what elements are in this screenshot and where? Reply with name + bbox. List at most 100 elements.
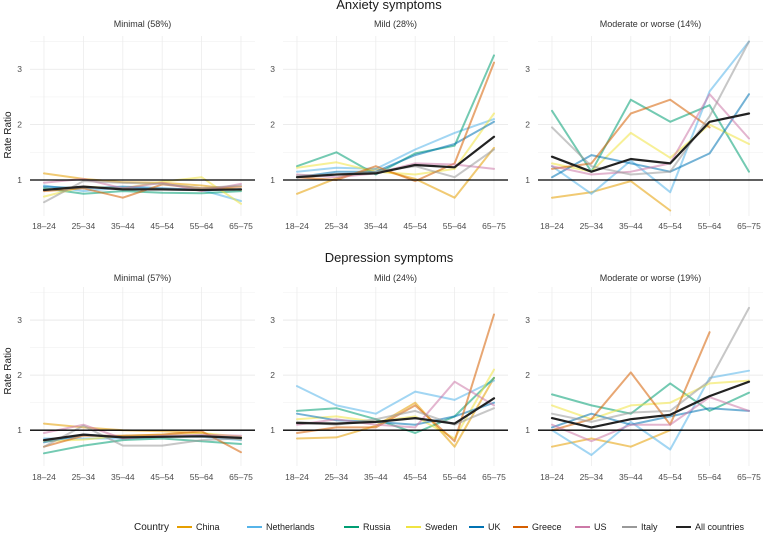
y-tick-label: 3 — [17, 64, 22, 74]
y-tick-label: 3 — [525, 315, 530, 325]
y-tick-label: 2 — [525, 370, 530, 380]
legend-label-china: China — [196, 522, 220, 532]
x-tick-label: 55–64 — [698, 221, 722, 231]
panel-anxiety-symptoms-2: Moderate or worse (14%) 18–24 25–34 35–44 45… — [525, 19, 763, 231]
series-line-us — [551, 396, 750, 443]
y-tick-label: 3 — [270, 64, 275, 74]
section-title: Anxiety symptoms — [336, 0, 442, 12]
series-line-greece — [551, 331, 711, 432]
y-axis-label-bottom: Rate Ratio — [3, 347, 14, 395]
legend-label-us: US — [594, 522, 607, 532]
panel-depression-symptoms-1: Mild (24%) 18–24 25–34 35–44 45–54 55–64 65–75… — [270, 273, 508, 482]
legend-label-greece: Greece — [532, 522, 562, 532]
series-line-italy — [551, 40, 750, 176]
x-tick-label: 45–54 — [150, 221, 174, 231]
x-tick-label: 65–75 — [737, 221, 761, 231]
legend-label-netherlands: Netherlands — [266, 522, 315, 532]
y-tick-label: 3 — [270, 315, 275, 325]
y-tick-label: 2 — [270, 370, 275, 380]
y-tick-label: 1 — [525, 175, 530, 185]
section-title: Depression symptoms — [325, 250, 454, 265]
x-tick-label: 18–24 — [285, 221, 309, 231]
panel-anxiety-symptoms-0: Minimal (58%) 18–24 25–34 35–44 45–54 55–64 65… — [17, 19, 255, 231]
legend: Country China Netherlands Russia Sweden UK Gr… — [134, 522, 745, 533]
series-line-russia — [43, 437, 242, 455]
panels-layer: Anxiety symptoms Minimal (58%) 18–24 25–34 3… — [17, 0, 763, 482]
facet-title: Mild (24%) — [374, 273, 417, 283]
x-tick-label: 55–64 — [190, 472, 214, 482]
y-tick-label: 2 — [525, 120, 530, 130]
legend-label-uk: UK — [488, 522, 501, 532]
x-tick-label: 65–75 — [229, 472, 253, 482]
series-line-netherlands — [551, 369, 750, 456]
y-tick-label: 1 — [270, 175, 275, 185]
x-tick-label: 25–34 — [72, 472, 96, 482]
x-tick-label: 18–24 — [32, 472, 56, 482]
facet-title: Moderate or worse (19%) — [600, 273, 702, 283]
series-line-russia — [551, 98, 750, 173]
facet-title: Moderate or worse (14%) — [600, 19, 702, 29]
x-tick-label: 25–34 — [580, 221, 604, 231]
facet-title: Mild (28%) — [374, 19, 417, 29]
facet-title: Minimal (58%) — [114, 19, 172, 29]
y-tick-label: 1 — [525, 425, 530, 435]
x-tick-label: 45–54 — [150, 472, 174, 482]
x-tick-label: 45–54 — [658, 472, 682, 482]
x-tick-label: 35–44 — [364, 221, 388, 231]
series-line-italy — [43, 424, 242, 448]
series-line-italy — [551, 306, 750, 423]
series-line-greece — [551, 98, 711, 170]
series-line-all-countries — [42, 433, 243, 442]
panel-depression-symptoms-0: Minimal (57%) 18–24 25–34 35–44 45–54 55–64 65… — [17, 273, 255, 482]
x-tick-label: 25–34 — [72, 221, 96, 231]
series-line-all-countries — [550, 112, 751, 173]
panel-anxiety-symptoms-1: Mild (28%) 18–24 25–34 35–44 45–54 55–64 65–75… — [270, 19, 508, 231]
x-tick-label: 65–75 — [737, 472, 761, 482]
x-tick-label: 55–64 — [190, 221, 214, 231]
series-line-uk — [296, 120, 495, 179]
x-tick-label: 45–54 — [403, 221, 427, 231]
legend-label-all-countries: All countries — [695, 522, 745, 532]
x-tick-label: 45–54 — [403, 472, 427, 482]
x-tick-label: 18–24 — [32, 221, 56, 231]
x-tick-label: 55–64 — [698, 472, 722, 482]
series-line-all-countries — [295, 135, 496, 179]
x-tick-label: 25–34 — [580, 472, 604, 482]
x-tick-label: 35–44 — [619, 472, 643, 482]
series-line-us — [551, 93, 750, 176]
x-tick-label: 65–75 — [482, 472, 506, 482]
x-tick-label: 55–64 — [443, 472, 467, 482]
x-tick-label: 65–75 — [482, 221, 506, 231]
series-line-china — [551, 180, 672, 212]
section-anxiety-symptoms: Anxiety symptoms Minimal (58%) 18–24 25–34 3… — [17, 0, 763, 231]
facet-title: Minimal (57%) — [114, 273, 172, 283]
x-tick-label: 65–75 — [229, 221, 253, 231]
x-tick-label: 18–24 — [540, 472, 564, 482]
y-tick-label: 2 — [270, 120, 275, 130]
y-tick-label: 3 — [525, 64, 530, 74]
series-line-uk — [551, 407, 750, 429]
y-tick-label: 1 — [17, 425, 22, 435]
legend-title: Country — [134, 522, 169, 533]
series-line-all-countries — [550, 380, 751, 429]
x-tick-label: 25–34 — [325, 221, 349, 231]
x-tick-label: 25–34 — [325, 472, 349, 482]
series-line-all-countries — [295, 397, 496, 425]
legend-label-sweden: Sweden — [425, 522, 458, 532]
series-line-italy — [43, 180, 242, 204]
x-tick-label: 55–64 — [443, 221, 467, 231]
y-axis-label-top: Rate Ratio — [3, 111, 14, 159]
series-line-all-countries — [42, 185, 243, 192]
y-tick-label: 3 — [17, 315, 22, 325]
legend-items: China Netherlands Russia Sweden UK Greece US It… — [177, 522, 745, 532]
x-tick-label: 18–24 — [285, 472, 309, 482]
series-line-netherlands — [551, 40, 750, 195]
panel-depression-symptoms-2: Moderate or worse (19%) 18–24 25–34 35–44 45… — [525, 273, 763, 482]
x-tick-label: 35–44 — [111, 472, 135, 482]
y-tick-label: 2 — [17, 120, 22, 130]
x-tick-label: 35–44 — [111, 221, 135, 231]
series-line-us — [296, 380, 495, 429]
y-tick-label: 2 — [17, 370, 22, 380]
x-tick-label: 35–44 — [364, 472, 388, 482]
y-tick-label: 1 — [270, 425, 275, 435]
